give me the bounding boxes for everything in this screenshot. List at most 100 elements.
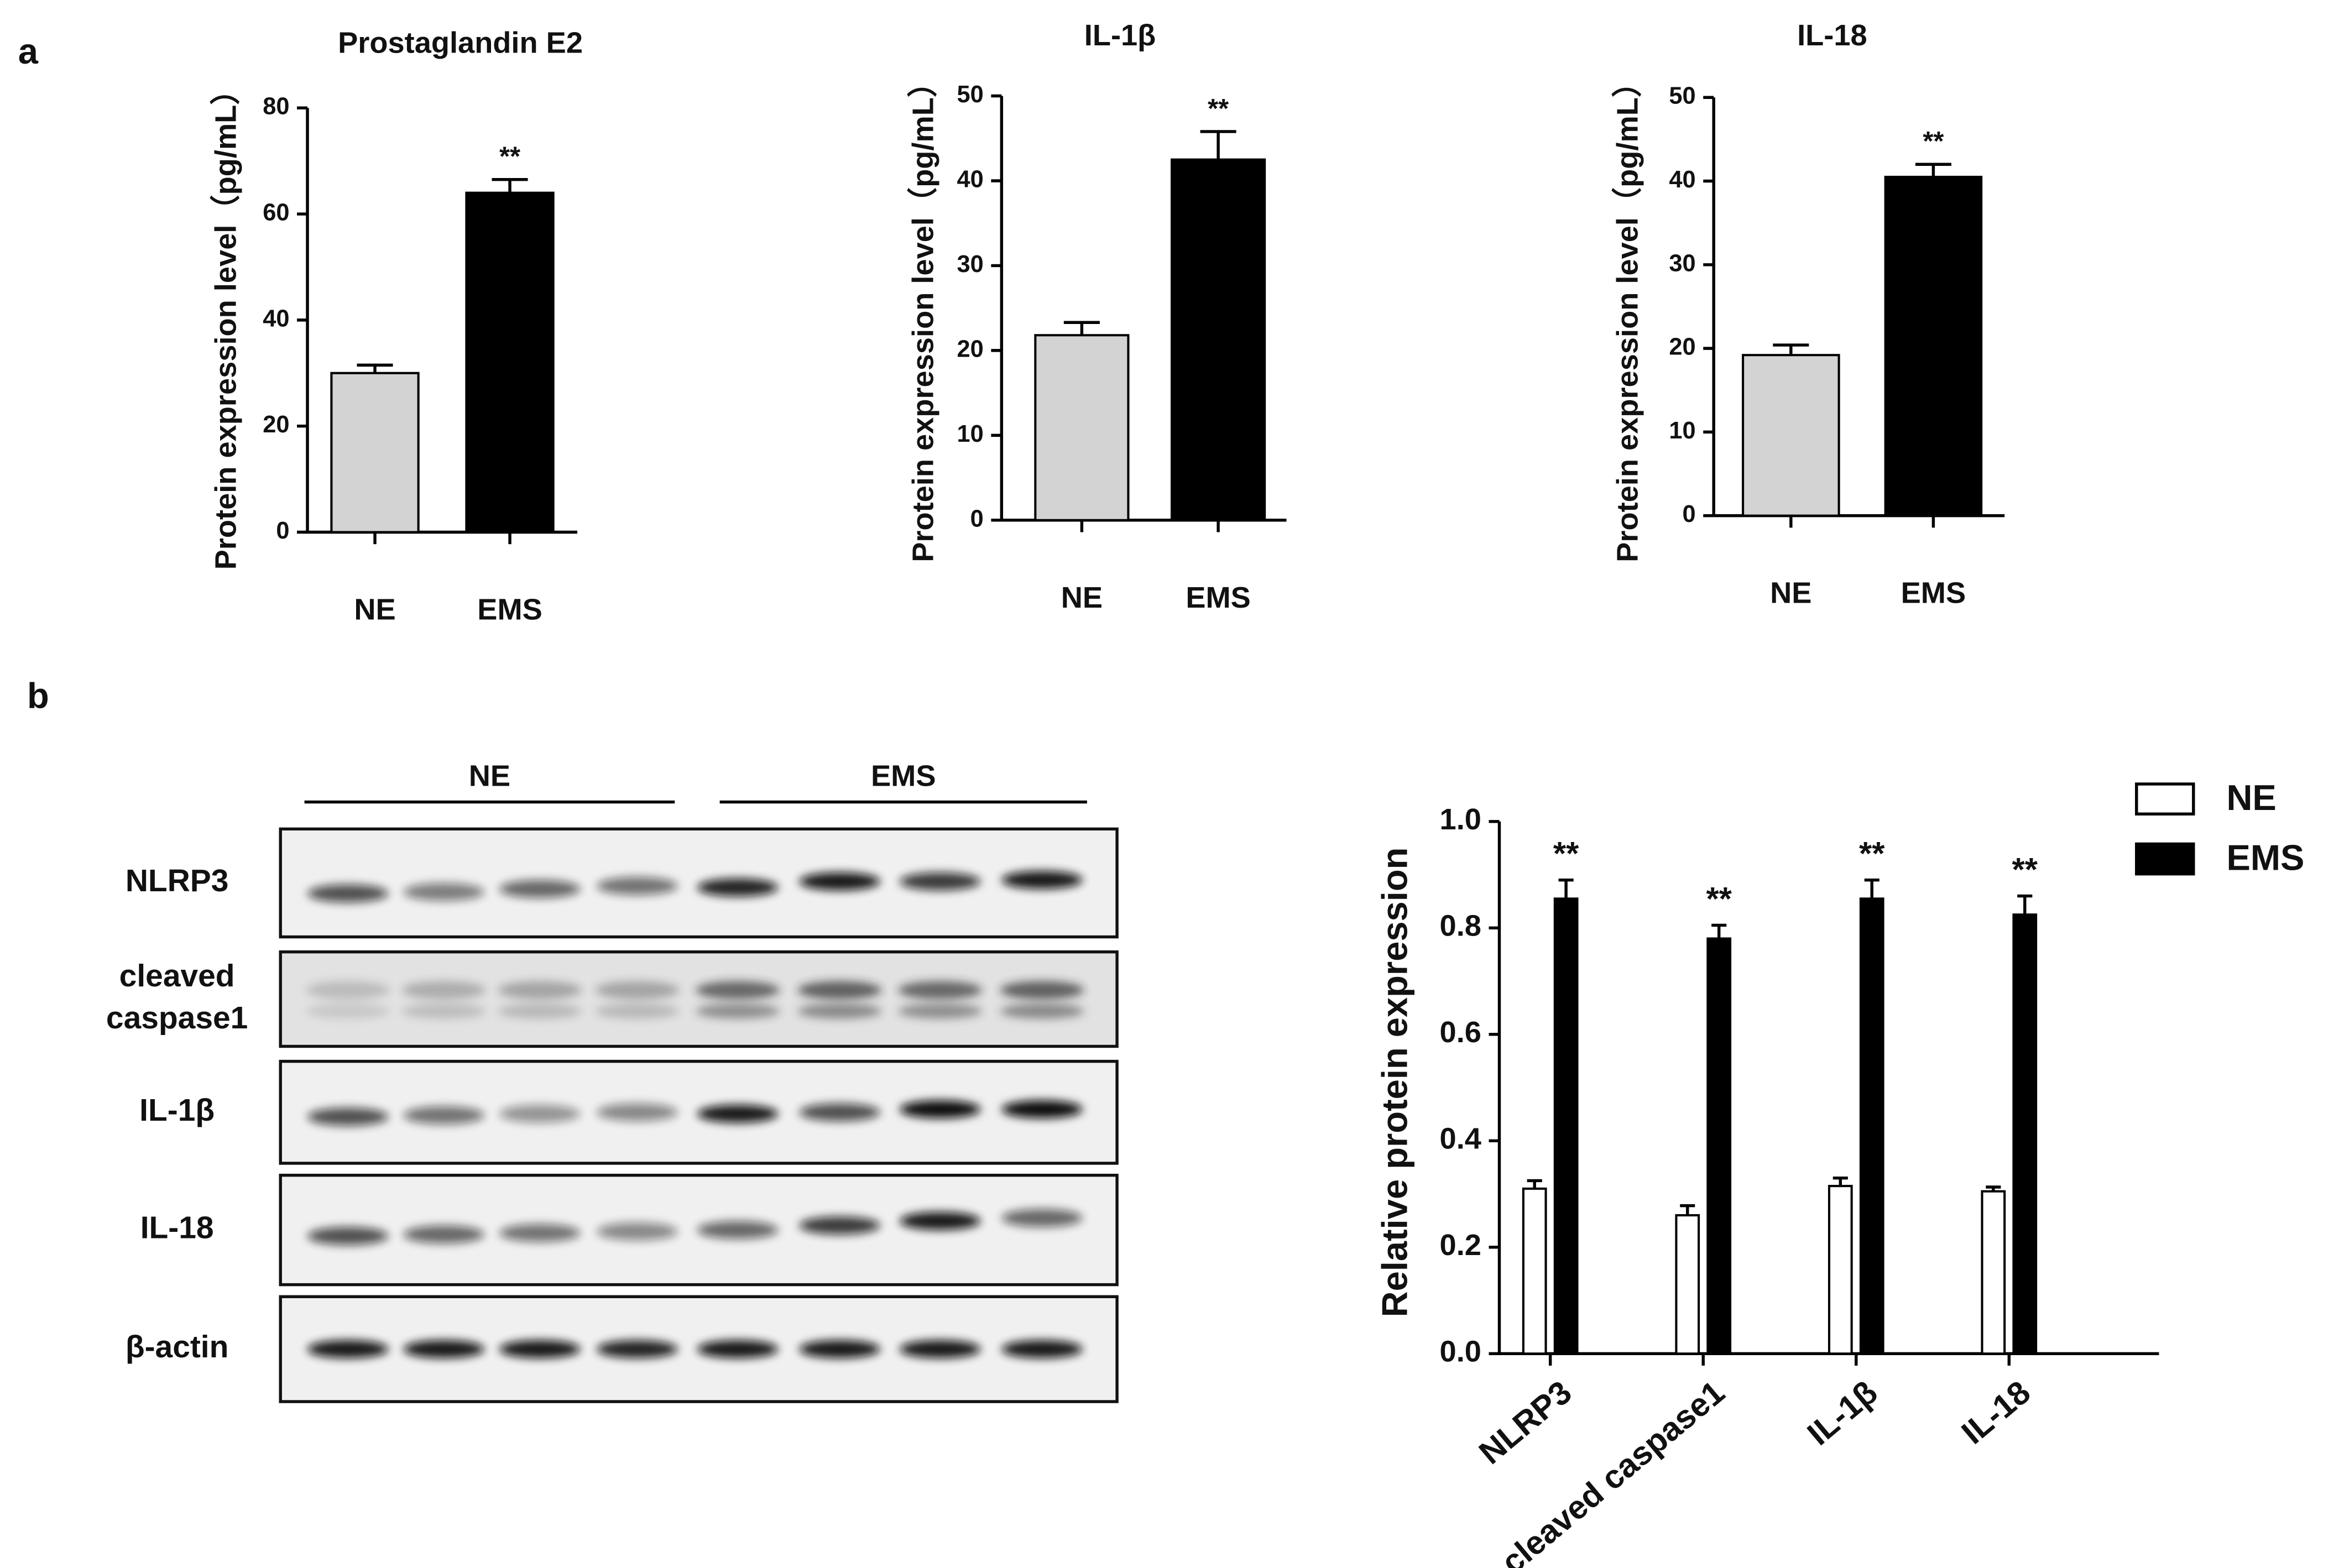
blot-band [696,981,780,1000]
y-tick-label: 30 [957,251,984,278]
significance: ** [1706,880,1732,917]
blot-band [697,1105,779,1123]
y-axis-label: Relative protein expression [1374,848,1414,1318]
y-tick-label: 10 [1669,417,1695,444]
y-tick-label: 10 [957,421,984,447]
blot-band [899,1340,981,1358]
blot-band [306,1003,390,1019]
significance: ** [1553,835,1579,872]
bar [1884,175,1983,517]
x-tick-label: EMS [477,593,542,626]
blot-band [899,1212,981,1230]
blot-band [307,1107,389,1126]
y-tick-label: 0.2 [1440,1229,1481,1262]
group-label: EMS [871,759,936,792]
bar [1522,1187,1547,1355]
legend-swatch [2135,782,2195,816]
blot-band [898,1003,983,1019]
legend-swatch [2135,842,2195,876]
bar [465,191,555,534]
blot-band [597,1103,678,1122]
blot-band [307,884,389,903]
blot-band [797,981,882,1000]
chart-title: IL-18 [1797,19,1867,52]
blot-band [498,981,582,1000]
y-tick-label: 1.0 [1440,803,1481,836]
significance: ** [1859,835,1885,872]
y-tick-label: 40 [957,166,984,192]
blot-band [403,1340,484,1358]
bar [1171,158,1266,521]
blot-band [1000,981,1084,1000]
significance: ** [499,142,520,172]
blot-band [1001,1100,1083,1118]
x-tick-label: EMS [1901,577,1966,610]
bar [1553,897,1579,1355]
blot-band [307,1340,389,1358]
blot-band [899,1100,981,1118]
blot-band [899,872,981,891]
bar [1742,354,1840,517]
bar [1859,897,1884,1355]
y-axis-label: Protein expression level（pg/mL） [210,75,243,569]
y-tick-label: 0 [1683,501,1696,527]
chart-title: Prostaglandin E2 [338,27,583,60]
row-label: caspase1 [106,1000,248,1036]
x-tick-label: EMS [1186,581,1251,614]
blot-band [499,1224,581,1242]
blot-band [403,882,484,901]
blot-strip [279,950,1119,1048]
y-tick-label: 80 [263,93,289,120]
blot-band [403,1106,484,1125]
blot-band [403,1225,484,1244]
y-tick-label: 0.4 [1440,1122,1481,1156]
y-axis-label: Protein expression level（pg/mL） [906,67,939,562]
y-tick-label: 30 [1669,250,1695,276]
blot-band [499,880,581,898]
blot-band [1001,1209,1083,1227]
y-tick-label: 40 [263,305,289,332]
blot-band [799,1216,880,1235]
blot-band [595,1003,680,1019]
blot-band [697,1340,779,1358]
row-label: IL-18 [140,1210,214,1246]
blot-band [595,981,680,1000]
blot-band [898,981,983,1000]
group-label: NE [469,759,510,792]
y-tick-label: 0.8 [1440,910,1481,943]
y-tick-label: 20 [957,336,984,362]
chart-title: IL-1β [1084,19,1156,52]
x-tick-label: NE [1061,581,1103,614]
row-label: NLRP3 [126,863,229,898]
blot-band [799,1340,880,1358]
y-tick-label: 60 [263,199,289,226]
blot-band [401,981,486,1000]
significance: ** [2012,851,2038,888]
blot-band [499,1105,581,1123]
y-tick-label: 50 [1669,83,1695,109]
blot-band [799,1103,880,1122]
blot-strip [279,827,1119,939]
blot-band [697,1221,779,1239]
panel-label: b [27,676,49,716]
y-tick-label: 0.6 [1440,1016,1481,1049]
bar [1034,334,1130,521]
legend-label: EMS [2226,837,2304,877]
bar [1828,1185,1853,1355]
y-tick-label: 50 [957,81,984,108]
row-label: cleaved [119,958,235,994]
x-tick-label: NE [354,593,395,626]
bar [1981,1190,2006,1355]
legend-label: NE [2226,777,2276,818]
x-tick-label: NLRP3 [1472,1373,1579,1471]
blot-band [697,878,779,897]
bar [330,372,420,534]
blot-band [597,877,678,895]
significance: ** [1208,94,1229,124]
y-axis-label: Protein expression level（pg/mL） [1611,67,1644,562]
blot-band [401,1003,486,1019]
row-label: β-actin [126,1329,229,1365]
blot-band [1000,1003,1084,1019]
significance: ** [1923,127,1944,156]
